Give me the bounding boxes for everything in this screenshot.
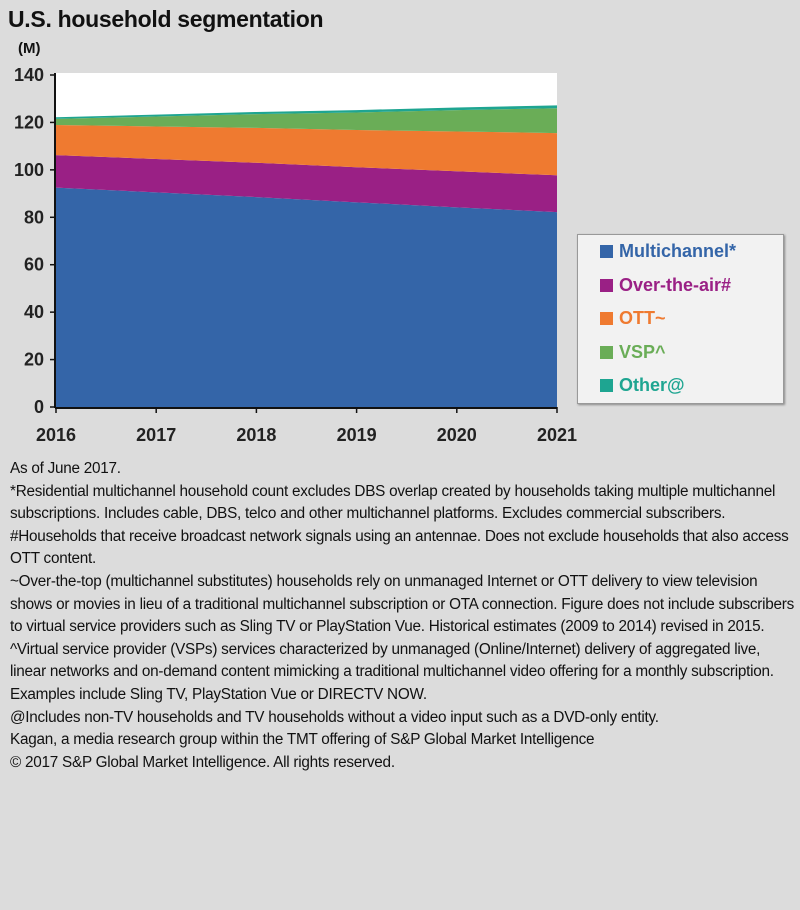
footnote: Kagan, a media research group within the… [10, 731, 595, 749]
x-tick-label: 2021 [537, 425, 577, 445]
y-tick-label: 100 [14, 160, 44, 180]
stacked-area-chart: 0 20 40 60 80 100 120 140 2016 2017 2018 2019 2020 20… [14, 65, 577, 445]
x-tick-label: 2017 [136, 425, 176, 445]
x-tick-label: 2020 [437, 425, 477, 445]
footnotes: As of June 2017. *Residential multichanne… [10, 458, 795, 774]
y-tick-label: 20 [24, 350, 44, 370]
y-tick-label: 0 [34, 397, 44, 417]
legend-label: Other@ [619, 375, 685, 395]
legend-swatch [600, 245, 613, 258]
legend-item: Over-the-air# [600, 275, 731, 296]
footnote: As of June 2017. [10, 460, 121, 477]
x-tick-label: 2018 [236, 425, 276, 445]
legend-item: VSP^ [600, 342, 666, 363]
legend-label: VSP^ [619, 341, 666, 362]
y-tick-label: 80 [24, 207, 44, 227]
chart-title: U.S. household segmentation [8, 6, 324, 32]
legend-item: OTT~ [600, 308, 666, 329]
footnote: ^Virtual service provider (VSPs) service… [10, 640, 774, 703]
area-ott [56, 125, 557, 176]
footnote: #Households that receive broadcast netwo… [10, 527, 789, 568]
area-multichannel [56, 187, 557, 407]
legend: Multichannel* Over-the-air# OTT~ VSP^ Other@ [577, 234, 784, 404]
legend-label: OTT~ [619, 308, 666, 328]
legend-label: Over-the-air# [619, 274, 732, 295]
footnote: ~Over-the-top (multichannel substitutes)… [10, 572, 795, 636]
footnote: © 2017 S&P Global Market Intelligence. A… [10, 753, 395, 771]
legend-swatch [600, 379, 613, 392]
legend-label: Multichannel* [619, 241, 737, 261]
x-tick-label: 2019 [337, 425, 377, 445]
legend-swatch [600, 345, 613, 359]
area-other [56, 105, 557, 119]
y-tick-label: 120 [14, 112, 44, 132]
y-tick-label: 40 [24, 302, 44, 322]
footnote: @Includes non-TV households and TV house… [10, 708, 659, 726]
legend-item: Multichannel* [600, 241, 736, 262]
footnote: *Residential multichannel household coun… [10, 482, 776, 523]
y-tick-label: 140 [14, 65, 44, 85]
x-tick-label: 2016 [36, 425, 76, 445]
y-tick-label: 60 [24, 255, 44, 275]
legend-swatch [600, 312, 613, 325]
area-overtheair [56, 155, 557, 213]
legend-item: Other@ [600, 375, 685, 396]
y-axis-unit: (M) [18, 40, 41, 57]
legend-swatch [600, 278, 613, 292]
area-vsp [56, 108, 557, 134]
